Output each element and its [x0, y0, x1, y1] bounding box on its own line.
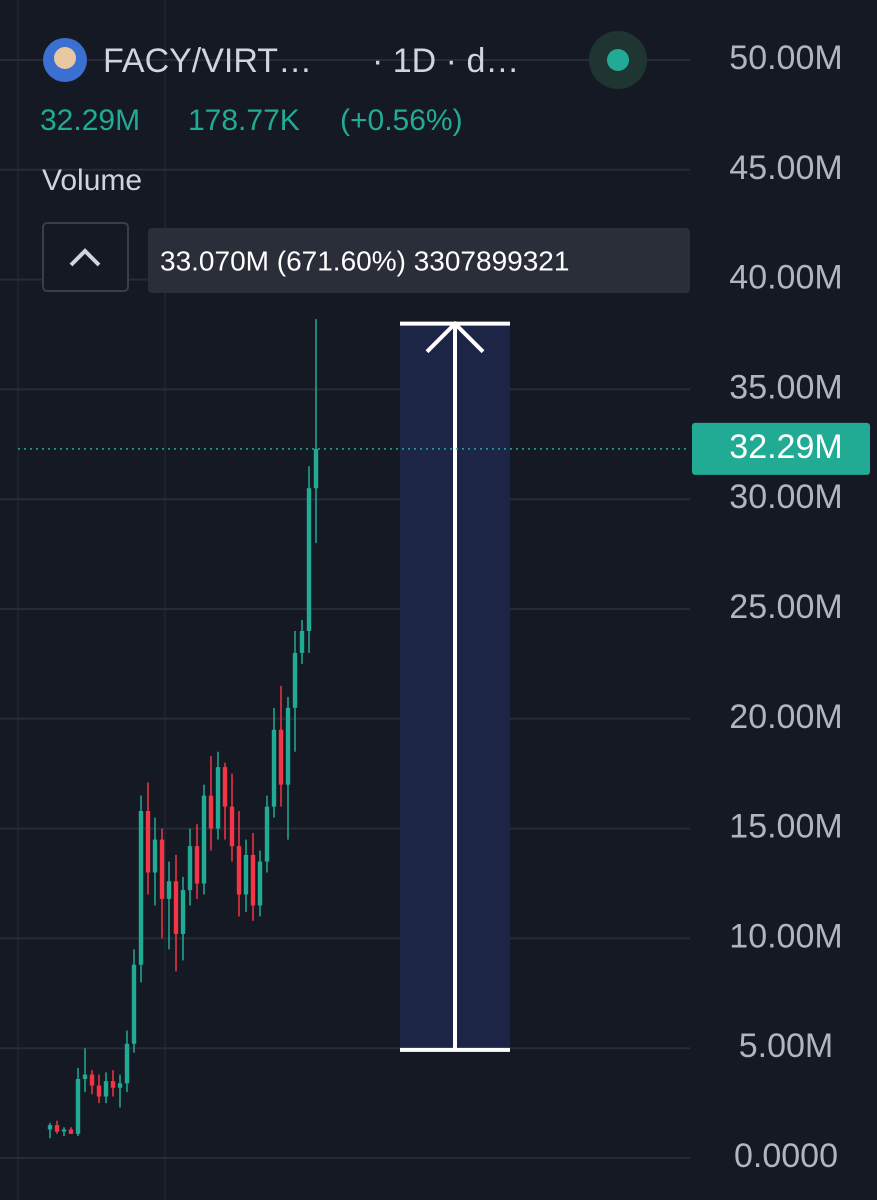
- candle-body: [215, 767, 221, 829]
- y-tick-label: 20.00M: [729, 698, 842, 736]
- symbol-logo-face: [54, 47, 76, 69]
- y-tick-label: 30.00M: [729, 478, 842, 516]
- measure-tooltip: [148, 228, 690, 293]
- y-tick-label: 25.00M: [729, 588, 842, 626]
- candle-body: [229, 806, 235, 847]
- candle-body: [264, 806, 270, 862]
- status-dot: [607, 49, 629, 71]
- change: 178.77K: [188, 104, 300, 137]
- candle-body: [250, 854, 256, 906]
- change-pct: (+0.56%): [340, 104, 463, 137]
- candle-body: [68, 1129, 74, 1134]
- y-tick-label: 50.00M: [729, 39, 842, 77]
- candle-body: [131, 964, 137, 1044]
- candle-body: [278, 729, 284, 785]
- candle-body: [271, 729, 277, 807]
- chevron-up: [69, 248, 101, 267]
- candle-body: [103, 1081, 109, 1097]
- candle-body: [110, 1081, 116, 1088]
- candle-body: [236, 846, 242, 895]
- candle-body: [117, 1083, 123, 1088]
- candle-body: [180, 890, 186, 935]
- price-label-box: [692, 422, 870, 475]
- candle-body: [243, 854, 249, 895]
- candle-body: [187, 846, 193, 891]
- measure-arrowhead: [425, 320, 485, 354]
- candle-body: [89, 1074, 95, 1086]
- y-tick-label: 5.00M: [739, 1027, 834, 1065]
- candle-body: [194, 846, 200, 884]
- last-price: 32.29M: [40, 104, 140, 137]
- candle-body: [292, 652, 298, 708]
- candle-body: [201, 795, 207, 884]
- candle-body: [152, 839, 158, 873]
- collapse-button[interactable]: [42, 222, 129, 292]
- candle-body: [96, 1085, 102, 1097]
- candle-body: [306, 488, 312, 631]
- interval: · 1D · d…: [372, 42, 519, 80]
- y-tick-label: 35.00M: [729, 368, 842, 406]
- candle-body: [299, 630, 305, 653]
- price-label: 32.29M: [729, 428, 842, 466]
- pane-title: Volume: [42, 164, 142, 197]
- candle-body: [257, 861, 263, 906]
- candle-body: [61, 1129, 67, 1132]
- candle-body: [313, 448, 319, 489]
- symbol: FACY/VIRT…: [103, 42, 312, 80]
- y-tick-label: 45.00M: [729, 149, 842, 187]
- candle-body: [75, 1078, 81, 1134]
- candle-body: [145, 811, 151, 873]
- y-tick-label: 10.00M: [729, 917, 842, 955]
- candle-body: [54, 1125, 60, 1132]
- candle-body: [47, 1125, 53, 1130]
- candle-body: [208, 795, 214, 829]
- candle-body: [173, 881, 179, 935]
- y-tick-label: 15.00M: [729, 808, 842, 846]
- candle-body: [82, 1074, 88, 1079]
- candle-body: [285, 707, 291, 785]
- plot: [18, 319, 690, 1139]
- measure-label: 33.070M (671.60%) 3307899321: [160, 245, 569, 276]
- candle-body: [124, 1043, 130, 1084]
- y-tick-label: 40.00M: [729, 259, 842, 297]
- candle-body: [166, 881, 172, 899]
- candle-body: [159, 839, 165, 899]
- candle-body: [222, 767, 228, 807]
- y-tick-label: 0.0000: [734, 1137, 838, 1175]
- candle-body: [138, 811, 144, 965]
